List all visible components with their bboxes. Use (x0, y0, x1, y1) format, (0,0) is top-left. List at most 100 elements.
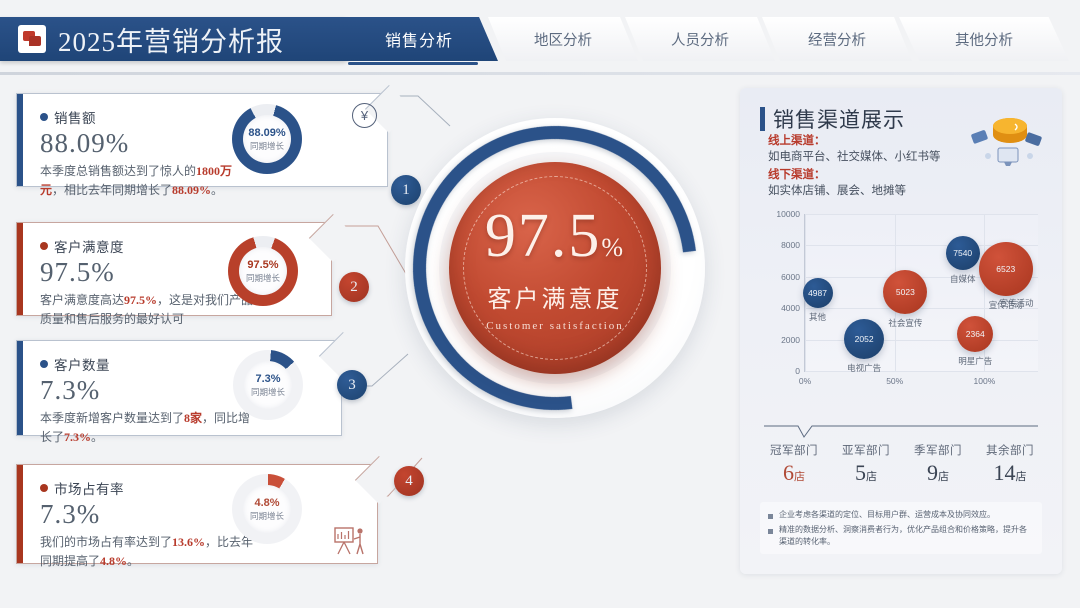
yen-circle-icon: ¥ (352, 103, 377, 128)
kpi-description: 客户满意度高达97.5%，这是对我们产品质量和售后服务的最好认可 (40, 293, 254, 326)
donut-chart-customers: 7.3% 同期增长 (233, 350, 303, 420)
offline-channel-text: 如实体店铺、展会、地摊等 (768, 185, 906, 197)
donut-value: 97.5% (247, 258, 279, 271)
card-accent-bar (16, 93, 23, 187)
bubble-point: 6523 (978, 241, 1033, 296)
donut-chart-market-share: 4.8% 同期增长 (232, 474, 302, 544)
step-marker-1[interactable]: 1 (391, 175, 421, 205)
bubble-label: 电视广告 (847, 362, 882, 373)
presentation-easel-icon (334, 527, 364, 555)
donut-sublabel: 同期增长 (245, 272, 280, 283)
gauge-dashed-circle (463, 176, 647, 360)
tab-shape (625, 17, 775, 61)
bubble-label: 社会宣传 (888, 318, 923, 329)
x-axis-tick: 0% (798, 376, 812, 386)
x-axis-tick: 50% (886, 376, 904, 386)
kpi-value: 97.5% (40, 257, 115, 287)
step-marker-4[interactable]: 4 (394, 466, 424, 496)
department-item: 冠军部门 6店 (758, 442, 830, 486)
department-row: 冠军部门 6店 亚军部门 5店 季军部门 9店 其余部门 14店 (758, 442, 1046, 486)
bubble-point: 7540 (945, 235, 980, 270)
bubble-label-extra: 宣传活动 (999, 298, 1034, 309)
bullet-dot-icon (40, 484, 48, 492)
square-bullet-icon (768, 514, 773, 519)
note-text: 企业考虑各渠道的定位、目标用户群、运营成本及协同效应。 (779, 510, 995, 519)
tab-label: 经营分析 (808, 32, 866, 49)
bubble-point: 2052 (844, 318, 885, 359)
kpi-value: 88.09% (40, 128, 130, 158)
page-title: 2025年营销分析报 (58, 26, 284, 57)
bubble-label: 其他 (809, 311, 827, 322)
bubble-point: 2364 (957, 315, 994, 352)
kpi-card-sales[interactable]: 销售额 88.09% 本季度总销售额达到了惊人的1800万元，相比去年同期增长了… (16, 84, 414, 197)
y-axis-tick: 4000 (781, 303, 800, 314)
offline-channel-label: 线下渠道： (768, 169, 826, 181)
department-item: 其余部门 14店 (974, 442, 1046, 486)
panel-title-group: 销售渠道展示 (760, 104, 905, 134)
note-text: 精准的数据分析、洞察消费者行为，优化产品组合和价格策略，提升各渠道的转化率。 (779, 525, 1027, 546)
card-accent-bar (16, 222, 23, 316)
kpi-label: 客户数量 (54, 358, 110, 373)
kpi-label: 销售额 (54, 111, 96, 126)
online-channel-text: 如电商平台、社交媒体、小红书等 (768, 151, 941, 163)
sales-channel-panel: 销售渠道展示 线上渠道： 如电商平台、社交媒体、小红书等 线下渠道： 如实体店铺… (740, 88, 1062, 574)
x-axis-tick: 100% (973, 376, 996, 386)
gauge-value: 97.5% (484, 201, 626, 270)
tab-sales-analysis[interactable]: 销售分析 (340, 17, 498, 65)
gauge-label: 客户满意度 (487, 286, 623, 313)
online-channel-label: 线上渠道： (768, 135, 826, 147)
bubble-point: 4987 (802, 277, 833, 308)
tab-operations-analysis[interactable]: 经营分析 (762, 17, 912, 61)
tab-label: 其他分析 (955, 32, 1013, 49)
tab-personnel-analysis[interactable]: 人员分析 (625, 17, 775, 61)
kpi-description: 我们的市场占有率达到了13.6%，比去年同期提高了4.8%。 (40, 535, 254, 568)
gauge-sublabel: Customer satisfaction (486, 319, 624, 332)
app-header: 2025年营销分析报 销售分析 地区分析 人员分析 经营分析 其他分析 (0, 0, 1080, 76)
kpi-description: 本季度新增客户数量达到了8家，同比增长了7.3%。 (40, 411, 251, 444)
department-item: 季军部门 9店 (902, 442, 974, 486)
kpi-description: 本季度总销售额达到了惊人的1800万元，相比去年同期增长了88.09%。 (40, 164, 233, 197)
channel-network-icon (971, 118, 1042, 166)
panel-notes: 企业考虑各渠道的定位、目标用户群、运营成本及协同效应。 精准的数据分析、洞察消费… (760, 502, 1042, 554)
y-axis-tick: 0 (795, 366, 800, 376)
tab-shape (488, 17, 638, 61)
tab-label: 销售分析 (384, 33, 453, 50)
department-name: 其余部门 (986, 445, 1034, 457)
kpi-card-customers[interactable]: 客户数量 7.3% 本季度新增客户数量达到了8家，同比增长了7.3%。 7.3%… (16, 331, 368, 444)
kpi-label: 市场占有率 (54, 482, 124, 497)
bullet-dot-icon (40, 113, 48, 121)
satisfaction-gauge: 97.5% 客户满意度 Customer satisfaction (355, 68, 755, 468)
y-axis-tick: 6000 (781, 271, 800, 282)
donut-sublabel: 同期增长 (249, 140, 284, 151)
step-marker-3[interactable]: 3 (337, 370, 367, 400)
tab-shape (340, 17, 498, 61)
kpi-value: 7.3% (40, 375, 101, 405)
department-value: 9店 (927, 460, 949, 485)
department-value: 5店 (855, 460, 877, 485)
card-accent-bar (16, 340, 23, 436)
report-title-bar: 2025年营销分析报 (0, 17, 350, 61)
donut-value: 7.3% (255, 372, 281, 385)
note-item: 精准的数据分析、洞察消费者行为，优化产品组合和价格策略，提升各渠道的转化率。 (768, 524, 1034, 548)
tab-region-analysis[interactable]: 地区分析 (488, 17, 638, 61)
donut-sublabel: 同期增长 (249, 510, 284, 521)
kpi-card-market-share[interactable]: 市场占有率 7.3% 我们的市场占有率达到了13.6%，比去年同期提高了4.8%… (16, 455, 404, 568)
donut-value: 88.09% (248, 126, 286, 139)
card-accent-bar (16, 464, 23, 564)
y-axis-tick: 10000 (776, 209, 800, 219)
department-bracket (764, 425, 1038, 438)
department-name: 亚军部门 (842, 445, 890, 457)
department-value: 6店 (783, 460, 805, 485)
tab-label: 地区分析 (534, 32, 592, 49)
header-divider (0, 72, 1080, 75)
tab-shape (762, 17, 912, 61)
kpi-value: 7.3% (40, 499, 101, 529)
step-marker-2[interactable]: 2 (339, 272, 369, 302)
channel-bubble-chart: 10000 8000 6000 4000 2000 0 0% 50% 100% … (762, 209, 1042, 400)
gauge-center: 97.5% 客户满意度 Customer satisfaction (449, 162, 661, 374)
bubble-label: 宣传活动 (988, 299, 1023, 310)
panel-title: 销售渠道展示 (773, 108, 905, 132)
bubble-label: 自媒体 (949, 273, 976, 284)
kpi-card-satisfaction[interactable]: 客户满意度 97.5% 客户满意度高达97.5%，这是对我们产品质量和售后服务的… (16, 213, 358, 326)
tab-other-analysis[interactable]: 其他分析 (899, 17, 1069, 61)
